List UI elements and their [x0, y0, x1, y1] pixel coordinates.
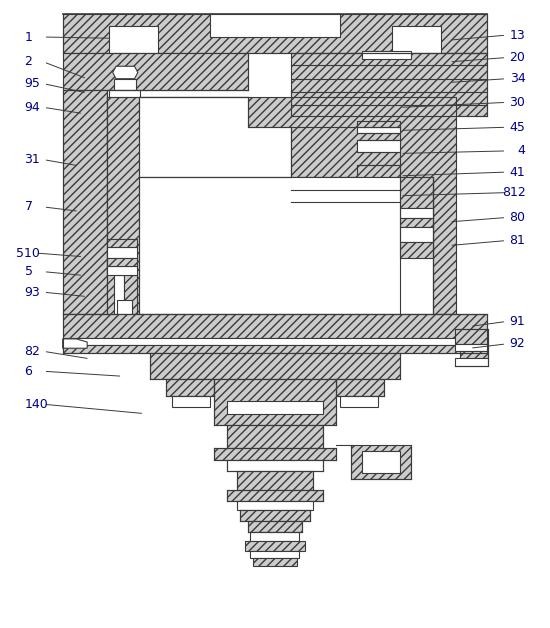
Bar: [340, 396, 378, 408]
Bar: [356, 139, 400, 152]
Bar: [253, 558, 297, 566]
Bar: [63, 14, 487, 53]
Bar: [356, 165, 400, 177]
Bar: [227, 490, 323, 501]
Bar: [248, 521, 302, 532]
Bar: [109, 26, 158, 53]
Bar: [292, 53, 487, 116]
Bar: [150, 352, 400, 379]
Text: 34: 34: [510, 72, 525, 85]
Bar: [400, 208, 433, 217]
Bar: [250, 532, 300, 541]
Polygon shape: [139, 97, 292, 177]
Bar: [227, 425, 323, 448]
Text: 45: 45: [509, 121, 525, 134]
Text: 92: 92: [510, 337, 525, 350]
Bar: [107, 266, 138, 276]
Bar: [117, 300, 133, 314]
Polygon shape: [63, 339, 87, 349]
Text: 812: 812: [502, 186, 525, 199]
Bar: [63, 314, 487, 338]
Text: 4: 4: [518, 144, 525, 158]
Bar: [109, 90, 140, 100]
Text: 95: 95: [25, 77, 41, 90]
Text: 140: 140: [25, 398, 48, 411]
Bar: [356, 121, 400, 127]
Bar: [63, 345, 487, 352]
Bar: [114, 98, 138, 276]
Bar: [292, 190, 400, 202]
Bar: [460, 351, 488, 359]
Text: 80: 80: [509, 211, 525, 224]
Bar: [362, 451, 400, 473]
Text: 81: 81: [509, 234, 525, 247]
Bar: [114, 78, 136, 90]
Text: 93: 93: [25, 286, 40, 299]
Bar: [107, 90, 138, 98]
Bar: [214, 448, 336, 460]
Bar: [63, 90, 107, 314]
Bar: [63, 338, 487, 345]
Bar: [250, 551, 300, 558]
Bar: [107, 98, 114, 276]
Text: 91: 91: [510, 315, 525, 328]
Bar: [245, 541, 305, 551]
Bar: [292, 127, 400, 177]
Polygon shape: [113, 67, 138, 78]
Bar: [455, 344, 488, 351]
Bar: [107, 247, 138, 258]
Bar: [107, 97, 456, 314]
Bar: [63, 53, 248, 90]
Bar: [292, 177, 400, 190]
Bar: [210, 14, 340, 37]
Text: 7: 7: [25, 200, 32, 214]
Bar: [240, 510, 310, 521]
Bar: [336, 379, 384, 396]
Bar: [455, 357, 488, 366]
Text: 30: 30: [509, 96, 525, 109]
Bar: [392, 26, 441, 53]
Bar: [172, 396, 210, 408]
Bar: [107, 239, 138, 247]
Text: 5: 5: [25, 265, 32, 278]
Text: 6: 6: [25, 365, 32, 378]
Bar: [112, 100, 138, 106]
Bar: [400, 217, 433, 227]
Bar: [107, 258, 138, 266]
Bar: [214, 379, 336, 425]
Bar: [227, 460, 323, 471]
Bar: [166, 379, 214, 396]
Bar: [400, 177, 433, 208]
Text: 1: 1: [25, 31, 32, 43]
Bar: [356, 127, 400, 134]
Text: 2: 2: [25, 55, 32, 68]
Text: 20: 20: [509, 51, 525, 64]
Text: 13: 13: [510, 29, 525, 41]
Bar: [139, 177, 433, 314]
Text: 41: 41: [510, 166, 525, 178]
Bar: [227, 401, 323, 414]
Bar: [114, 276, 124, 314]
Text: 82: 82: [25, 345, 41, 358]
Bar: [351, 445, 411, 479]
Bar: [455, 329, 488, 344]
Bar: [362, 51, 411, 59]
Bar: [400, 227, 433, 242]
Text: 510: 510: [16, 247, 40, 259]
Bar: [237, 471, 313, 490]
Text: 31: 31: [25, 153, 40, 166]
Bar: [400, 242, 433, 258]
Bar: [124, 276, 138, 314]
Text: 94: 94: [25, 101, 40, 114]
Bar: [237, 501, 313, 510]
